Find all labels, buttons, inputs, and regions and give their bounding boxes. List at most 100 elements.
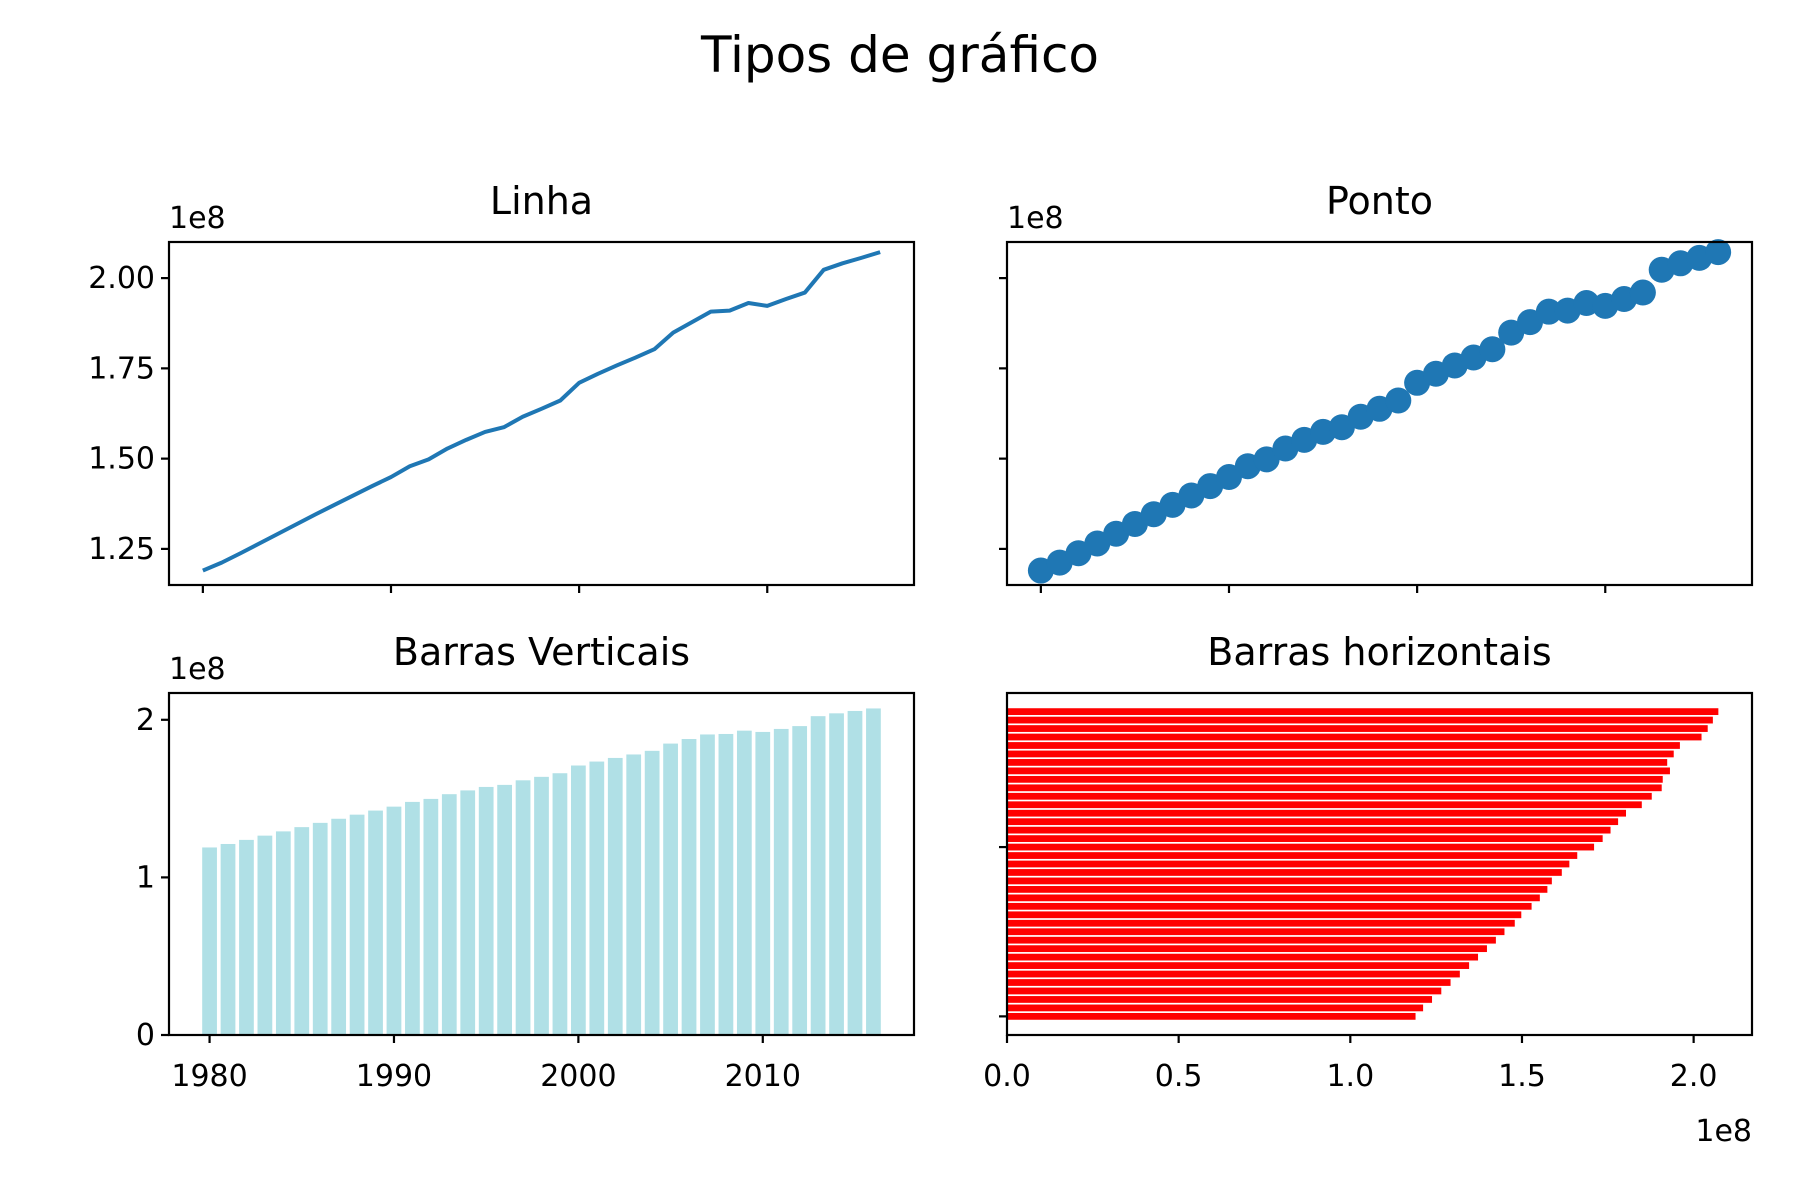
scatter-point bbox=[1629, 279, 1656, 306]
bar bbox=[460, 790, 476, 1035]
x-tick-label: 0.5 bbox=[1155, 1059, 1203, 1094]
bar bbox=[349, 814, 365, 1035]
scatter-point bbox=[1215, 464, 1242, 491]
bar bbox=[589, 761, 605, 1035]
axes-frame bbox=[1005, 240, 1754, 587]
bar bbox=[792, 726, 808, 1035]
subplots: 1.25 1.50 1.75 2.00 Linha 1e8 Ponto 1e8 0 1 2 1980 1… bbox=[88, 179, 1754, 1149]
hbar bbox=[1007, 784, 1662, 792]
bar bbox=[829, 713, 844, 1035]
bar bbox=[515, 780, 531, 1035]
hbar bbox=[1007, 996, 1433, 1003]
hbar bbox=[1007, 852, 1578, 859]
hbar bbox=[1007, 708, 1719, 716]
bar bbox=[202, 847, 217, 1035]
hbar bbox=[1007, 809, 1627, 817]
subplot-linha: 1.25 1.50 1.75 2.00 Linha 1e8 bbox=[88, 179, 916, 593]
hbar bbox=[1007, 928, 1505, 936]
bar bbox=[718, 733, 734, 1035]
scatter-point bbox=[1253, 446, 1280, 473]
x-tick-label: 2.0 bbox=[1670, 1059, 1718, 1094]
hbar bbox=[1007, 843, 1595, 851]
bar bbox=[275, 831, 291, 1035]
y-tick-label: 2 bbox=[136, 703, 155, 738]
hbar bbox=[1007, 894, 1540, 902]
bar bbox=[663, 743, 678, 1035]
bar bbox=[368, 810, 383, 1035]
subplot-barras-verticais: 0 1 2 1980 1990 2000 2010 Barras Verticais 1e8 bbox=[136, 630, 916, 1094]
bar bbox=[312, 822, 328, 1035]
bar bbox=[847, 710, 863, 1035]
hbar bbox=[1007, 826, 1611, 834]
axes-frame bbox=[167, 240, 916, 587]
hbar bbox=[1007, 835, 1603, 842]
bar bbox=[331, 818, 347, 1035]
x-offset-label: 1e8 bbox=[1695, 1114, 1752, 1149]
axes-frame bbox=[167, 691, 916, 1037]
hbar bbox=[1007, 742, 1680, 749]
panel-title: Barras Verticais bbox=[393, 630, 690, 674]
hbar bbox=[1007, 801, 1642, 809]
bar bbox=[700, 734, 715, 1035]
hbar bbox=[1007, 750, 1674, 758]
y-tick-label: 1.75 bbox=[88, 351, 155, 386]
hbar bbox=[1007, 818, 1619, 826]
figure-title: Tipos de gráfico bbox=[700, 26, 1099, 84]
bar bbox=[773, 728, 789, 1035]
subplot-barras-horizontais: 0.0 0.5 1.0 1.5 2.0 Barras horizontais 1e8 bbox=[983, 630, 1754, 1149]
hbar bbox=[1007, 945, 1487, 953]
hbar bbox=[1007, 886, 1548, 893]
y-offset-label: 1e8 bbox=[1007, 201, 1064, 236]
bar bbox=[571, 765, 586, 1035]
hbar bbox=[1007, 902, 1532, 910]
hbar bbox=[1007, 725, 1708, 732]
hbar bbox=[1007, 767, 1670, 775]
bar bbox=[405, 801, 420, 1035]
bar bbox=[644, 750, 660, 1035]
y-tick-label: 1.50 bbox=[88, 442, 155, 477]
y-offset-label: 1e8 bbox=[169, 201, 226, 236]
bar bbox=[810, 716, 826, 1035]
subplot-ponto: Ponto 1e8 bbox=[999, 179, 1754, 593]
x-tick-label: 2010 bbox=[725, 1059, 801, 1094]
bar bbox=[257, 835, 273, 1035]
bar bbox=[626, 754, 642, 1035]
hbar bbox=[1007, 953, 1479, 961]
hbar bbox=[1007, 716, 1713, 724]
hbar bbox=[1007, 860, 1570, 868]
panel-title: Ponto bbox=[1326, 179, 1433, 223]
y-tick-label: 0 bbox=[136, 1018, 155, 1053]
bar bbox=[497, 784, 512, 1035]
bar bbox=[866, 708, 881, 1035]
line-series bbox=[202, 250, 881, 573]
bar bbox=[607, 757, 623, 1035]
y-tick-label: 1 bbox=[136, 860, 155, 895]
hbar bbox=[1007, 979, 1451, 986]
hbar bbox=[1007, 962, 1470, 969]
bar bbox=[534, 776, 549, 1035]
bar bbox=[239, 839, 254, 1035]
scatter-point bbox=[1385, 387, 1412, 414]
scatter-point bbox=[1479, 336, 1506, 363]
bar bbox=[294, 827, 310, 1035]
hbar bbox=[1007, 733, 1702, 741]
bar bbox=[423, 798, 439, 1035]
hbar bbox=[1007, 936, 1496, 944]
hbar bbox=[1007, 970, 1460, 978]
hbar bbox=[1007, 1004, 1424, 1012]
bar bbox=[736, 730, 752, 1035]
scatter-point bbox=[1705, 239, 1732, 266]
bar bbox=[755, 731, 771, 1035]
bar bbox=[386, 806, 402, 1035]
hbar bbox=[1007, 1012, 1416, 1020]
x-tick-label: 1.5 bbox=[1498, 1059, 1546, 1094]
panel-title: Linha bbox=[490, 179, 593, 223]
x-tick-label: 1.0 bbox=[1326, 1059, 1374, 1094]
bar bbox=[478, 786, 494, 1035]
hbar bbox=[1007, 869, 1562, 876]
hbar bbox=[1007, 775, 1663, 783]
bar bbox=[441, 794, 457, 1035]
y-offset-label: 1e8 bbox=[169, 652, 226, 687]
scatter-point bbox=[1535, 298, 1562, 325]
